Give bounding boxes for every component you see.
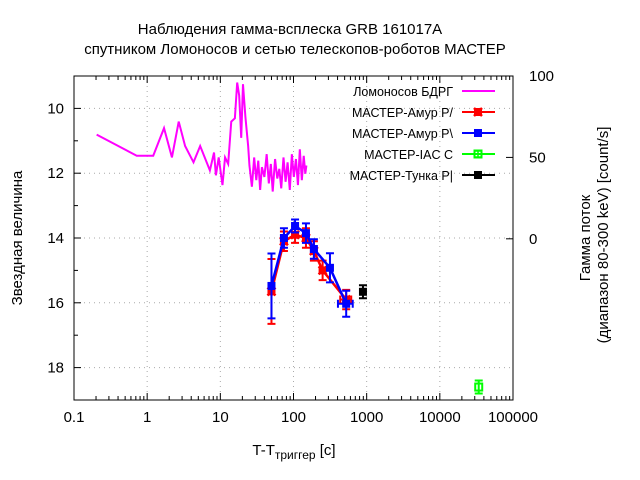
y-axis-label: Звездная величина (9, 170, 26, 305)
series-layer (96, 82, 484, 395)
star-marker (474, 129, 482, 137)
star-marker (279, 234, 288, 242)
y-tick-label: 18 (47, 360, 64, 377)
x-tick-label: 10 (212, 409, 229, 426)
star-marker (291, 222, 300, 231)
chart-title-line-1: Наблюдения гамма-всплеска GRB 161017A (138, 21, 442, 38)
series-0 (96, 82, 308, 192)
square-marker (474, 171, 482, 179)
series-2 (267, 218, 354, 320)
x-axis-label: T-Tтриггер [c] (252, 442, 335, 462)
square-marker (358, 287, 367, 296)
x-axis-label-unit: [c] (316, 442, 336, 459)
x-tick-label: 100000 (488, 409, 538, 426)
chart-title-line-2: спутником Ломоносов и сетью телескопов-р… (84, 41, 506, 58)
x-tick-label: 10000 (419, 409, 461, 426)
x-axis-label-main: T-T (252, 442, 275, 459)
x-tick-label: 1000 (350, 409, 383, 426)
legend: Ломоносов БДРГ МАСТЕР-Амур P/МАСТЕР-Амур … (350, 85, 495, 183)
point-marker (474, 108, 482, 116)
open-square-marker (474, 382, 484, 392)
x-tick-label: 100 (281, 409, 306, 426)
y2-tick-label: 50 (529, 149, 546, 166)
y-tick-label: 12 (47, 165, 64, 182)
x-tick-label: 1 (143, 409, 151, 426)
axes: 0.1 1 10 100 1000 10000 100000 10 12 14 16 18 0 50 100 (47, 68, 554, 426)
legend-label: МАСТЕР-IAC C (364, 148, 453, 162)
point-marker (291, 230, 300, 239)
star-marker (325, 263, 334, 272)
legend-label: МАСТЕР-Амур P/ (352, 106, 454, 120)
y2-axis-label-line-1: Гамма поток (577, 194, 594, 281)
star-marker (309, 245, 318, 254)
y2-axis-label-line-2: (диапазон 80-300 keV) [count/s] (595, 127, 612, 344)
legend-label: МАСТЕР-Тунка P| (350, 169, 453, 183)
series-3 (474, 379, 484, 395)
x-axis-label-sub: триггер (275, 448, 316, 462)
grid (74, 76, 513, 400)
y-tick-label: 14 (47, 230, 64, 247)
y-tick-label: 10 (47, 100, 64, 117)
y-tick-label: 16 (47, 295, 64, 312)
star-marker (267, 281, 276, 290)
x-tick-label: 0.1 (64, 409, 85, 426)
open-square-marker (473, 149, 483, 159)
y2-tick-label: 0 (529, 231, 537, 248)
series-4 (358, 284, 367, 300)
gamma-flux-line (96, 82, 308, 192)
legend-label: Ломоносов БДРГ (353, 85, 453, 99)
star-marker (342, 299, 351, 308)
star-marker (301, 229, 310, 238)
y2-tick-label: 100 (529, 68, 554, 85)
point-marker (318, 266, 327, 275)
legend-label: МАСТЕР-Амур P\ (352, 127, 454, 141)
